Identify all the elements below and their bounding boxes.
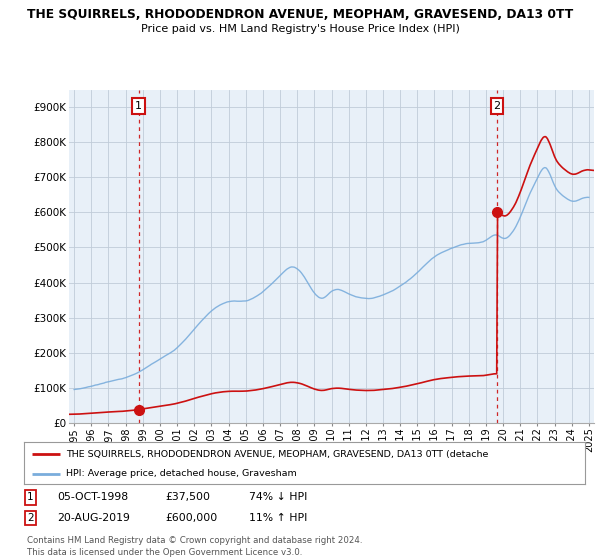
Text: THE SQUIRRELS, RHODODENDRON AVENUE, MEOPHAM, GRAVESEND, DA13 0TT: THE SQUIRRELS, RHODODENDRON AVENUE, MEOP… [27, 8, 573, 21]
Text: Price paid vs. HM Land Registry's House Price Index (HPI): Price paid vs. HM Land Registry's House … [140, 24, 460, 34]
Text: 1: 1 [27, 492, 34, 502]
Text: 1: 1 [135, 101, 142, 111]
Text: 05-OCT-1998: 05-OCT-1998 [57, 492, 128, 502]
Text: 20-AUG-2019: 20-AUG-2019 [57, 513, 130, 523]
Text: 11% ↑ HPI: 11% ↑ HPI [249, 513, 307, 523]
Text: £600,000: £600,000 [165, 513, 217, 523]
Text: HPI: Average price, detached house, Gravesham: HPI: Average price, detached house, Grav… [66, 469, 297, 478]
Text: Contains HM Land Registry data © Crown copyright and database right 2024.
This d: Contains HM Land Registry data © Crown c… [27, 536, 362, 557]
Text: THE SQUIRRELS, RHODODENDRON AVENUE, MEOPHAM, GRAVESEND, DA13 0TT (detache: THE SQUIRRELS, RHODODENDRON AVENUE, MEOP… [66, 450, 488, 459]
Text: 2: 2 [493, 101, 500, 111]
Text: 74% ↓ HPI: 74% ↓ HPI [249, 492, 307, 502]
Text: £37,500: £37,500 [165, 492, 210, 502]
Text: 2: 2 [27, 513, 34, 523]
